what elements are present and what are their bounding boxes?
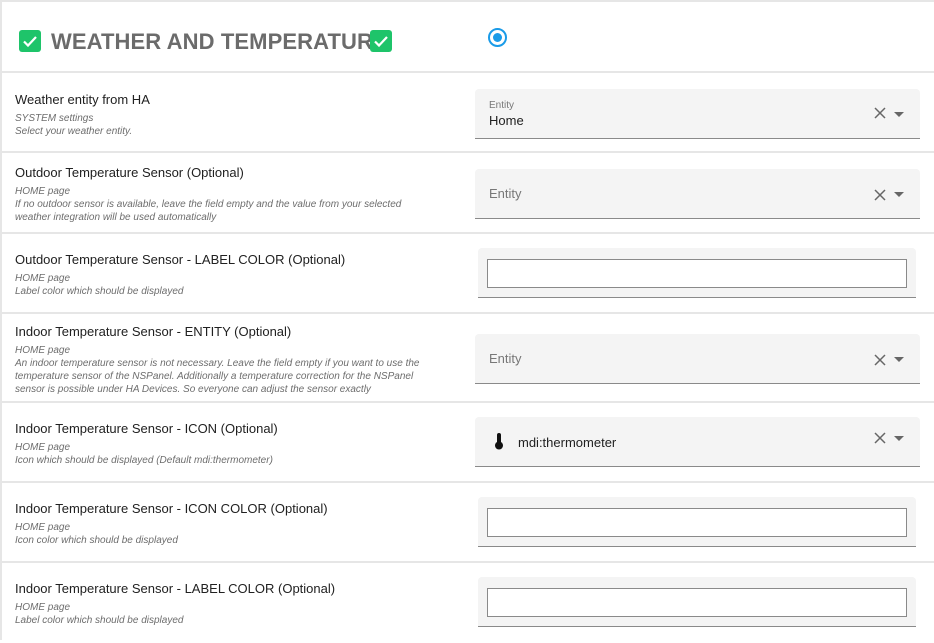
indoor-icon-picker[interactable]: mdi:thermometer: [475, 417, 920, 467]
setting-label: Weather entity from HA: [15, 92, 150, 107]
clear-icon[interactable]: [874, 189, 886, 201]
thermometer-icon: [495, 433, 503, 450]
setting-description: HOME page If no outdoor sensor is availab…: [15, 186, 402, 223]
indoor-label-color-field: [478, 577, 916, 627]
color-input[interactable]: [487, 588, 907, 617]
dropdown-arrow-icon[interactable]: [894, 192, 904, 197]
setting-row-outdoor-label-color: Outdoor Temperature Sensor - LABEL COLOR…: [2, 234, 934, 314]
outdoor-label-color-field: [478, 248, 916, 298]
outdoor-sensor-entity-picker[interactable]: Entity: [475, 169, 920, 219]
setting-row-indoor-sensor: Indoor Temperature Sensor - ENTITY (Opti…: [2, 314, 934, 403]
dropdown-arrow-icon[interactable]: [894, 357, 904, 362]
weather-entity-picker[interactable]: Entity Home: [475, 89, 920, 139]
indoor-icon-color-field: [478, 497, 916, 547]
setting-description: HOME page Icon which should be displayed …: [15, 442, 273, 466]
setting-label: Indoor Temperature Sensor - ICON (Option…: [15, 421, 278, 436]
setting-description: HOME page Label color which should be dis…: [15, 273, 184, 297]
clear-icon[interactable]: [874, 354, 886, 366]
setting-label: Outdoor Temperature Sensor - LABEL COLOR…: [15, 252, 346, 267]
color-input[interactable]: [487, 508, 907, 537]
setting-description: SYSTEM settings Select your weather entit…: [15, 113, 133, 137]
setting-description: HOME page An indoor temperature sensor is…: [15, 345, 420, 395]
setting-row-indoor-icon-color: Indoor Temperature Sensor - ICON COLOR (…: [2, 483, 934, 563]
clear-icon[interactable]: [874, 107, 886, 119]
color-input[interactable]: [487, 259, 907, 288]
section-header: WEATHER AND TEMPERATURE: [2, 2, 934, 73]
dropdown-arrow-icon[interactable]: [894, 436, 904, 441]
indoor-sensor-entity-picker[interactable]: Entity: [475, 334, 920, 384]
setting-row-weather-entity: Weather entity from HA SYSTEM settings Se…: [2, 73, 934, 153]
setting-label: Indoor Temperature Sensor - LABEL COLOR …: [15, 581, 336, 596]
setting-description: HOME page Label color which should be dis…: [15, 602, 184, 626]
dropdown-arrow-icon[interactable]: [894, 112, 904, 117]
setting-row-indoor-label-color: Indoor Temperature Sensor - LABEL COLOR …: [2, 563, 934, 643]
setting-row-outdoor-sensor: Outdoor Temperature Sensor (Optional) HO…: [2, 153, 934, 234]
setting-description: HOME page Icon color which should be disp…: [15, 522, 178, 546]
setting-label: Indoor Temperature Sensor - ICON COLOR (…: [15, 501, 328, 516]
clear-icon[interactable]: [874, 432, 886, 444]
setting-row-indoor-icon: Indoor Temperature Sensor - ICON (Option…: [2, 403, 934, 483]
section-title: WEATHER AND TEMPERATURE: [51, 29, 388, 54]
section-radio-button[interactable]: [488, 28, 507, 47]
setting-label: Indoor Temperature Sensor - ENTITY (Opti…: [15, 324, 292, 339]
checkbox-checked-icon: [19, 30, 41, 52]
checkbox-checked-icon: [370, 30, 392, 52]
setting-label: Outdoor Temperature Sensor (Optional): [15, 165, 244, 180]
